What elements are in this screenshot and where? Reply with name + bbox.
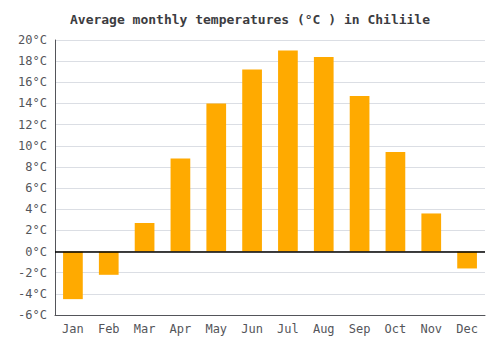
svg-text:4°C: 4°C — [25, 202, 47, 216]
svg-text:2°C: 2°C — [25, 223, 47, 237]
svg-text:Mar: Mar — [134, 322, 156, 336]
svg-text:8°C: 8°C — [25, 160, 47, 174]
svg-text:Dec: Dec — [456, 322, 478, 336]
svg-text:-6°C: -6°C — [18, 308, 47, 322]
svg-text:Aug: Aug — [313, 322, 335, 336]
svg-text:-4°C: -4°C — [18, 287, 47, 301]
svg-text:16°C: 16°C — [18, 75, 47, 89]
svg-text:Average monthly temperatures (: Average monthly temperatures (°C ) in Ch… — [70, 12, 430, 27]
svg-text:May: May — [205, 322, 227, 336]
svg-text:Feb: Feb — [98, 322, 120, 336]
svg-text:18°C: 18°C — [18, 54, 47, 68]
svg-text:10°C: 10°C — [18, 139, 47, 153]
svg-text:Nov: Nov — [420, 322, 442, 336]
svg-text:Jan: Jan — [62, 322, 84, 336]
svg-text:Jun: Jun — [241, 322, 263, 336]
svg-text:20°C: 20°C — [18, 33, 47, 47]
svg-text:14°C: 14°C — [18, 96, 47, 110]
svg-text:0°C: 0°C — [25, 245, 47, 259]
svg-text:Jul: Jul — [277, 322, 299, 336]
svg-text:Sep: Sep — [349, 322, 371, 336]
svg-text:6°C: 6°C — [25, 181, 47, 195]
svg-text:-2°C: -2°C — [18, 266, 47, 280]
svg-text:Apr: Apr — [170, 322, 192, 336]
svg-text:12°C: 12°C — [18, 118, 47, 132]
svg-text:Oct: Oct — [385, 322, 407, 336]
